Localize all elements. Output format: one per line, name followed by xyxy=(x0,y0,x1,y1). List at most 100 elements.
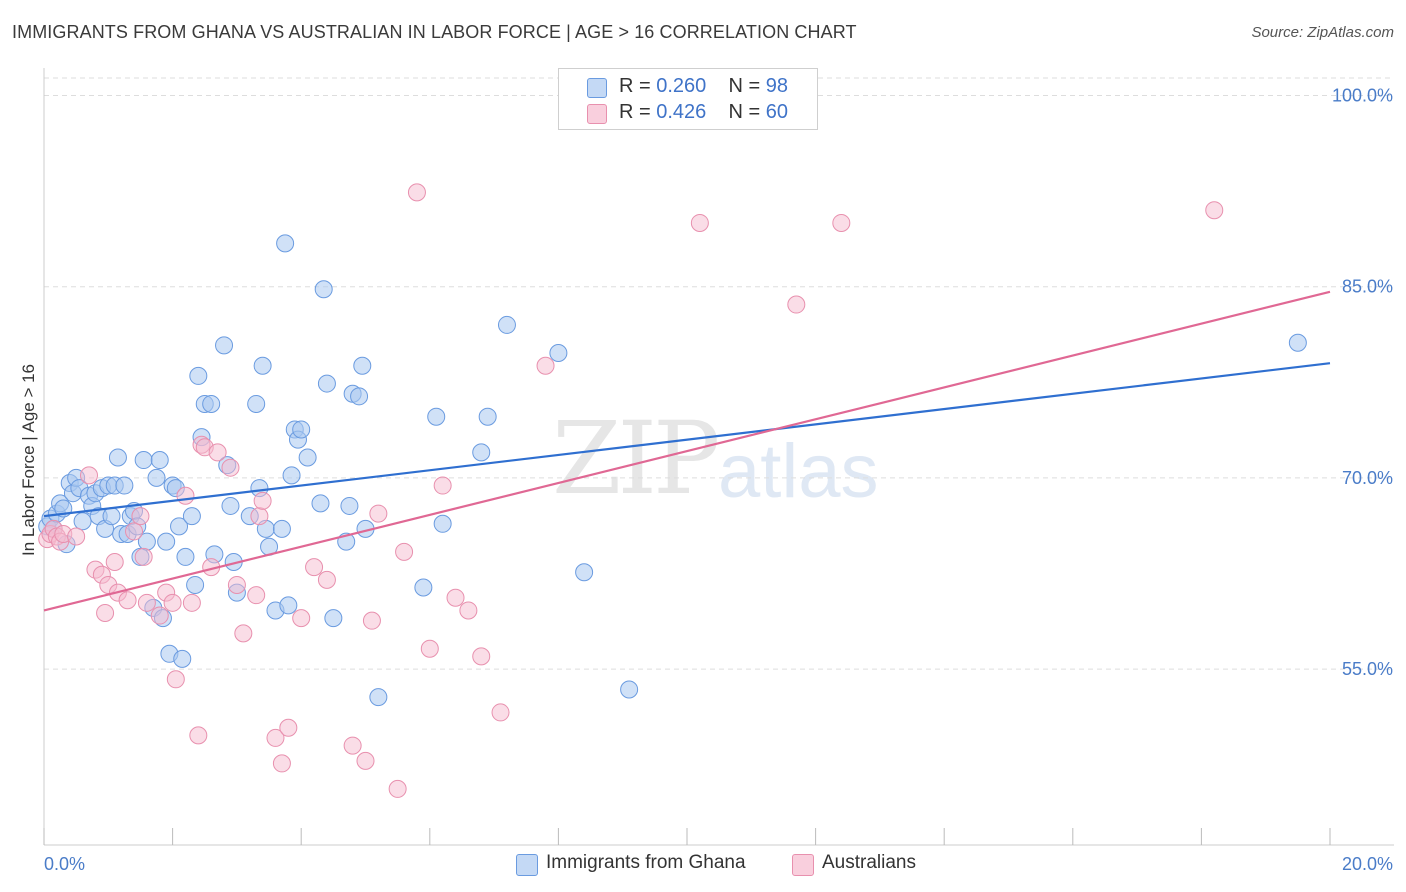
legend-text-australians: R = 0.426 N = 60 xyxy=(619,101,788,124)
australians-point xyxy=(395,542,414,561)
ghana-point xyxy=(182,507,201,526)
watermark-zip: ZIP xyxy=(552,400,720,517)
ghana-point xyxy=(620,680,639,699)
australians-point xyxy=(317,570,336,589)
ghana-point xyxy=(472,443,491,462)
australians-point xyxy=(1205,201,1224,220)
ghana-point xyxy=(433,514,452,533)
ghana-point xyxy=(276,234,295,253)
x-tick-label: 0.0% xyxy=(44,854,85,874)
australians-point xyxy=(96,604,115,623)
australians-point xyxy=(163,593,182,612)
ghana-point xyxy=(173,649,192,668)
x-tick-label: 20.0% xyxy=(1342,854,1393,874)
ghana-point xyxy=(102,507,121,526)
australians-point xyxy=(189,726,208,745)
trend-lines xyxy=(43,290,1331,612)
tick-labels: 55.0% 70.0% 85.0% 100.0% 0.0% 20.0% xyxy=(44,85,1393,874)
australians-point xyxy=(208,443,227,462)
ghana-point xyxy=(279,596,298,615)
australians-point xyxy=(250,507,269,526)
australians-trend-line xyxy=(43,290,1331,612)
ghana-point xyxy=(221,496,240,515)
y-axis-label: In Labor Force | Age > 16 xyxy=(19,364,38,556)
ghana-point xyxy=(369,688,388,707)
chart-title: IMMIGRANTS FROM GHANA VS AUSTRALIAN IN L… xyxy=(12,22,857,42)
legend-swatch-ghana xyxy=(587,78,607,98)
bottom-legend-swatch-australians xyxy=(792,854,814,876)
ghana-point xyxy=(350,387,369,406)
australians-point xyxy=(832,213,851,232)
ghana-point xyxy=(497,315,516,334)
ghana-point xyxy=(147,468,166,487)
legend-text-ghana: R = 0.260 N = 98 xyxy=(619,75,788,98)
ghana-point xyxy=(298,448,317,467)
australians-point xyxy=(176,486,195,505)
australians-point xyxy=(536,356,555,375)
y-tick-label: 70.0% xyxy=(1342,468,1393,488)
ghana-point xyxy=(478,407,497,426)
australians-point xyxy=(134,547,153,566)
ghana-point xyxy=(73,512,92,531)
australians-point xyxy=(118,591,137,610)
bottom-legend-label-ghana: Immigrants from Ghana xyxy=(546,852,746,873)
stats-legend: R = 0.260 N = 98 R = 0.426 N = 60 xyxy=(558,68,818,130)
y-tick-label: 55.0% xyxy=(1342,659,1393,679)
ghana-point xyxy=(108,448,127,467)
australians-point xyxy=(105,553,124,572)
australians-point xyxy=(472,647,491,666)
australians-point xyxy=(182,593,201,612)
australians-point xyxy=(80,466,99,485)
legend-n-label: N = xyxy=(728,101,766,123)
grid-lines xyxy=(44,77,1394,670)
australians-point xyxy=(67,527,86,546)
australians-point xyxy=(247,586,266,605)
ghana-point xyxy=(272,519,291,538)
legend-r-value: 0.426 xyxy=(656,101,707,123)
australians-point xyxy=(407,183,426,202)
ghana-point xyxy=(202,394,221,413)
bottom-legend-label-australians: Australians xyxy=(822,852,916,873)
australians-point xyxy=(227,575,246,594)
australians-point xyxy=(292,609,311,628)
australians-point xyxy=(446,588,465,607)
ghana-point xyxy=(549,343,568,362)
ghana-point xyxy=(134,451,153,470)
ghana-point xyxy=(575,563,594,582)
ghana-point xyxy=(292,420,311,439)
australians-point xyxy=(125,522,144,541)
australians-point xyxy=(253,491,272,510)
australians-point xyxy=(166,670,185,689)
australians-point xyxy=(305,558,324,577)
ghana-point xyxy=(282,466,301,485)
ghana-point xyxy=(189,366,208,385)
australians-point xyxy=(787,295,806,314)
legend-n-label: N = xyxy=(728,75,766,97)
australians-point xyxy=(137,593,156,612)
ghana-point xyxy=(324,609,343,628)
australians-point xyxy=(234,624,253,643)
australians-point xyxy=(131,507,150,526)
australians-point xyxy=(433,476,452,495)
ghana-point xyxy=(353,356,372,375)
ghana-point xyxy=(247,394,266,413)
ghana-point xyxy=(157,532,176,551)
ghana-point xyxy=(176,547,195,566)
australians-point xyxy=(150,606,169,625)
legend-r-label: R = xyxy=(619,101,657,123)
source-label: Source: ZipAtlas.com xyxy=(1251,24,1394,41)
australians-point xyxy=(356,751,375,770)
ghana-point xyxy=(186,575,205,594)
ghana-point xyxy=(414,578,433,597)
australians-point xyxy=(362,611,381,630)
bottom-legend-swatch-ghana xyxy=(516,854,538,876)
watermark-atlas: atlas xyxy=(718,429,879,514)
australians-points xyxy=(38,183,1224,798)
ghana-point xyxy=(317,374,336,393)
ghana-point xyxy=(427,407,446,426)
australians-point xyxy=(420,639,439,658)
australians-point xyxy=(690,213,709,232)
y-tick-label: 85.0% xyxy=(1342,277,1393,297)
ghana-point xyxy=(314,280,333,299)
